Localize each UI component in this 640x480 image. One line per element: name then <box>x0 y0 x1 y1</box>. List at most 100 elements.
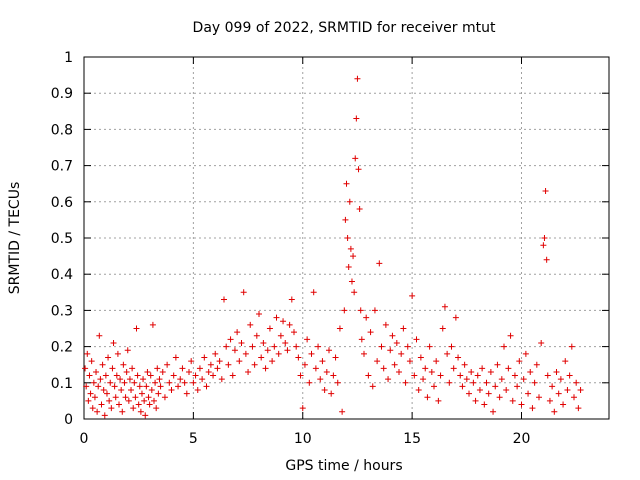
data-point <box>101 412 108 419</box>
data-point <box>242 350 249 357</box>
data-point <box>148 387 155 394</box>
x-tick-label: 10 <box>294 431 312 447</box>
data-point <box>269 358 276 365</box>
data-point <box>409 292 416 299</box>
data-point <box>109 365 116 372</box>
x-tick-label: 20 <box>513 431 531 447</box>
data-point <box>117 376 124 383</box>
data-point <box>120 361 127 368</box>
data-point <box>463 376 470 383</box>
data-point <box>288 296 295 303</box>
x-tick-label: 15 <box>403 431 421 447</box>
data-point <box>479 365 486 372</box>
data-point <box>293 343 300 350</box>
data-point <box>170 372 177 379</box>
data-point <box>347 245 354 252</box>
data-point <box>411 372 418 379</box>
y-tick-label: 0.5 <box>51 231 73 247</box>
data-point <box>140 376 147 383</box>
data-point <box>129 365 136 372</box>
data-point <box>156 376 163 383</box>
data-point <box>266 325 273 332</box>
data-point <box>179 365 186 372</box>
data-point <box>86 372 93 379</box>
x-axis-label: GPS time / hours <box>285 458 402 474</box>
data-point <box>562 358 569 365</box>
data-point <box>107 379 114 386</box>
data-point <box>247 321 254 328</box>
data-point <box>100 387 107 394</box>
y-tick-label: 0.1 <box>51 376 73 392</box>
data-point <box>105 354 112 361</box>
y-tick-label: 0.7 <box>51 159 73 175</box>
data-point <box>382 321 389 328</box>
data-point <box>481 401 488 408</box>
data-point <box>141 397 148 404</box>
data-point <box>511 372 518 379</box>
data-point <box>323 368 330 375</box>
data-point <box>341 307 348 314</box>
data-point <box>113 372 120 379</box>
data-point <box>533 361 540 368</box>
data-point <box>448 343 455 350</box>
data-point <box>157 383 164 390</box>
data-point <box>531 379 538 386</box>
y-tick-label: 0.2 <box>51 340 73 356</box>
y-tick-label: 0.8 <box>51 122 73 138</box>
y-tick-label: 0 <box>64 412 73 428</box>
data-point <box>446 379 453 386</box>
data-point <box>525 390 532 397</box>
data-point <box>238 339 245 346</box>
data-point <box>476 387 483 394</box>
data-point <box>245 368 252 375</box>
data-point <box>553 368 560 375</box>
data-point <box>229 372 236 379</box>
data-point <box>275 350 282 357</box>
data-point <box>97 376 104 383</box>
data-point <box>282 339 289 346</box>
data-point <box>444 350 451 357</box>
data-point <box>106 397 113 404</box>
data-point <box>406 358 413 365</box>
data-point <box>431 383 437 390</box>
data-point <box>575 405 582 412</box>
data-point <box>258 354 265 361</box>
data-point <box>299 405 306 412</box>
data-point <box>560 401 567 408</box>
data-point <box>221 296 227 303</box>
data-point <box>571 394 577 401</box>
data-point <box>426 343 433 350</box>
data-point <box>155 390 162 397</box>
data-point <box>146 401 153 408</box>
data-point <box>128 387 135 394</box>
data-point <box>543 256 550 263</box>
data-point <box>439 325 446 332</box>
data-point <box>122 394 129 401</box>
data-point <box>420 376 427 383</box>
data-point <box>551 408 558 415</box>
data-point <box>168 387 175 394</box>
data-point <box>85 397 92 404</box>
data-point <box>123 368 130 375</box>
data-point <box>354 75 361 82</box>
data-point <box>536 394 542 401</box>
chart-title: Day 099 of 2022, SRMTID for receiver mtu… <box>193 20 496 36</box>
data-point <box>159 368 166 375</box>
data-point <box>400 325 407 332</box>
data-point <box>166 379 173 386</box>
data-point <box>468 368 475 375</box>
data-point <box>568 343 575 350</box>
data-point <box>336 325 343 332</box>
data-point <box>236 358 243 365</box>
data-point <box>417 354 424 361</box>
data-point <box>196 365 203 372</box>
data-point <box>111 383 118 390</box>
data-point <box>483 379 490 386</box>
data-point <box>253 332 260 339</box>
data-point <box>352 155 359 162</box>
data-point <box>277 332 284 339</box>
data-point <box>210 372 217 379</box>
data-point <box>457 372 464 379</box>
data-point <box>522 350 529 357</box>
